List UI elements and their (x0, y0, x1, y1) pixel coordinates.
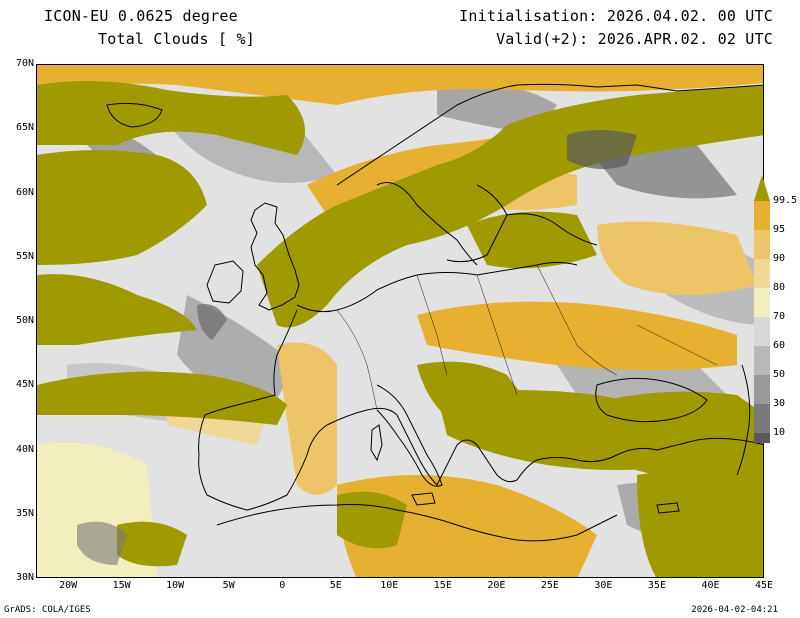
colorbar-segment (754, 346, 770, 375)
colorbar-segment (754, 375, 770, 404)
render-timestamp: 2026-04-02-04:21 (691, 605, 778, 615)
colorbar-top-arrow (754, 175, 770, 201)
lat-label: 45N (4, 379, 34, 390)
cloud-cover-map (36, 64, 764, 578)
lon-label: 35E (642, 580, 672, 591)
lat-label: 65N (4, 122, 34, 133)
map-title: ICON-EU 0.0625 degree (44, 7, 238, 25)
lon-label: 40E (695, 580, 725, 591)
lon-label: 30E (588, 580, 618, 591)
colorbar-label: 80 (773, 282, 785, 293)
valid-time-label: Valid(+2): 2026.APR.02. 02 UTC (496, 30, 773, 48)
colorbar-label: 99.5 (773, 195, 797, 206)
colorbar-segment (754, 433, 770, 443)
lat-label: 30N (4, 572, 34, 583)
colorbar-segment (754, 259, 770, 288)
lat-label: 40N (4, 444, 34, 455)
lat-label: 35N (4, 508, 34, 519)
lon-label: 5E (321, 580, 351, 591)
lon-label: 15E (428, 580, 458, 591)
colorbar-segment (754, 201, 770, 230)
colorbar-segment (754, 404, 770, 433)
map-canvas (37, 65, 764, 578)
lat-label: 60N (4, 187, 34, 198)
colorbar-label: 30 (773, 398, 785, 409)
colorbar (754, 175, 770, 443)
colorbar-label: 70 (773, 311, 785, 322)
lon-label: 45E (749, 580, 779, 591)
colorbar-label: 50 (773, 369, 785, 380)
colorbar-label: 95 (773, 224, 785, 235)
colorbar-segment (754, 317, 770, 346)
colorbar-segment (754, 288, 770, 317)
lon-label: 10W (160, 580, 190, 591)
lon-label: 10E (374, 580, 404, 591)
colorbar-label: 60 (773, 340, 785, 351)
lon-label: 0 (267, 580, 297, 591)
colorbar-segment (754, 230, 770, 259)
lat-label: 55N (4, 251, 34, 262)
colorbar-label: 10 (773, 427, 785, 438)
lon-label: 20W (53, 580, 83, 591)
lon-label: 15W (107, 580, 137, 591)
lon-label: 25E (535, 580, 565, 591)
grads-credit: GrADS: COLA/IGES (4, 605, 91, 615)
initialisation-label: Initialisation: 2026.04.02. 00 UTC (459, 7, 773, 25)
lon-label: 20E (481, 580, 511, 591)
variable-label: Total Clouds [ %] (98, 30, 255, 48)
lon-label: 5W (214, 580, 244, 591)
colorbar-label: 90 (773, 253, 785, 264)
lat-label: 70N (4, 58, 34, 69)
lat-label: 50N (4, 315, 34, 326)
